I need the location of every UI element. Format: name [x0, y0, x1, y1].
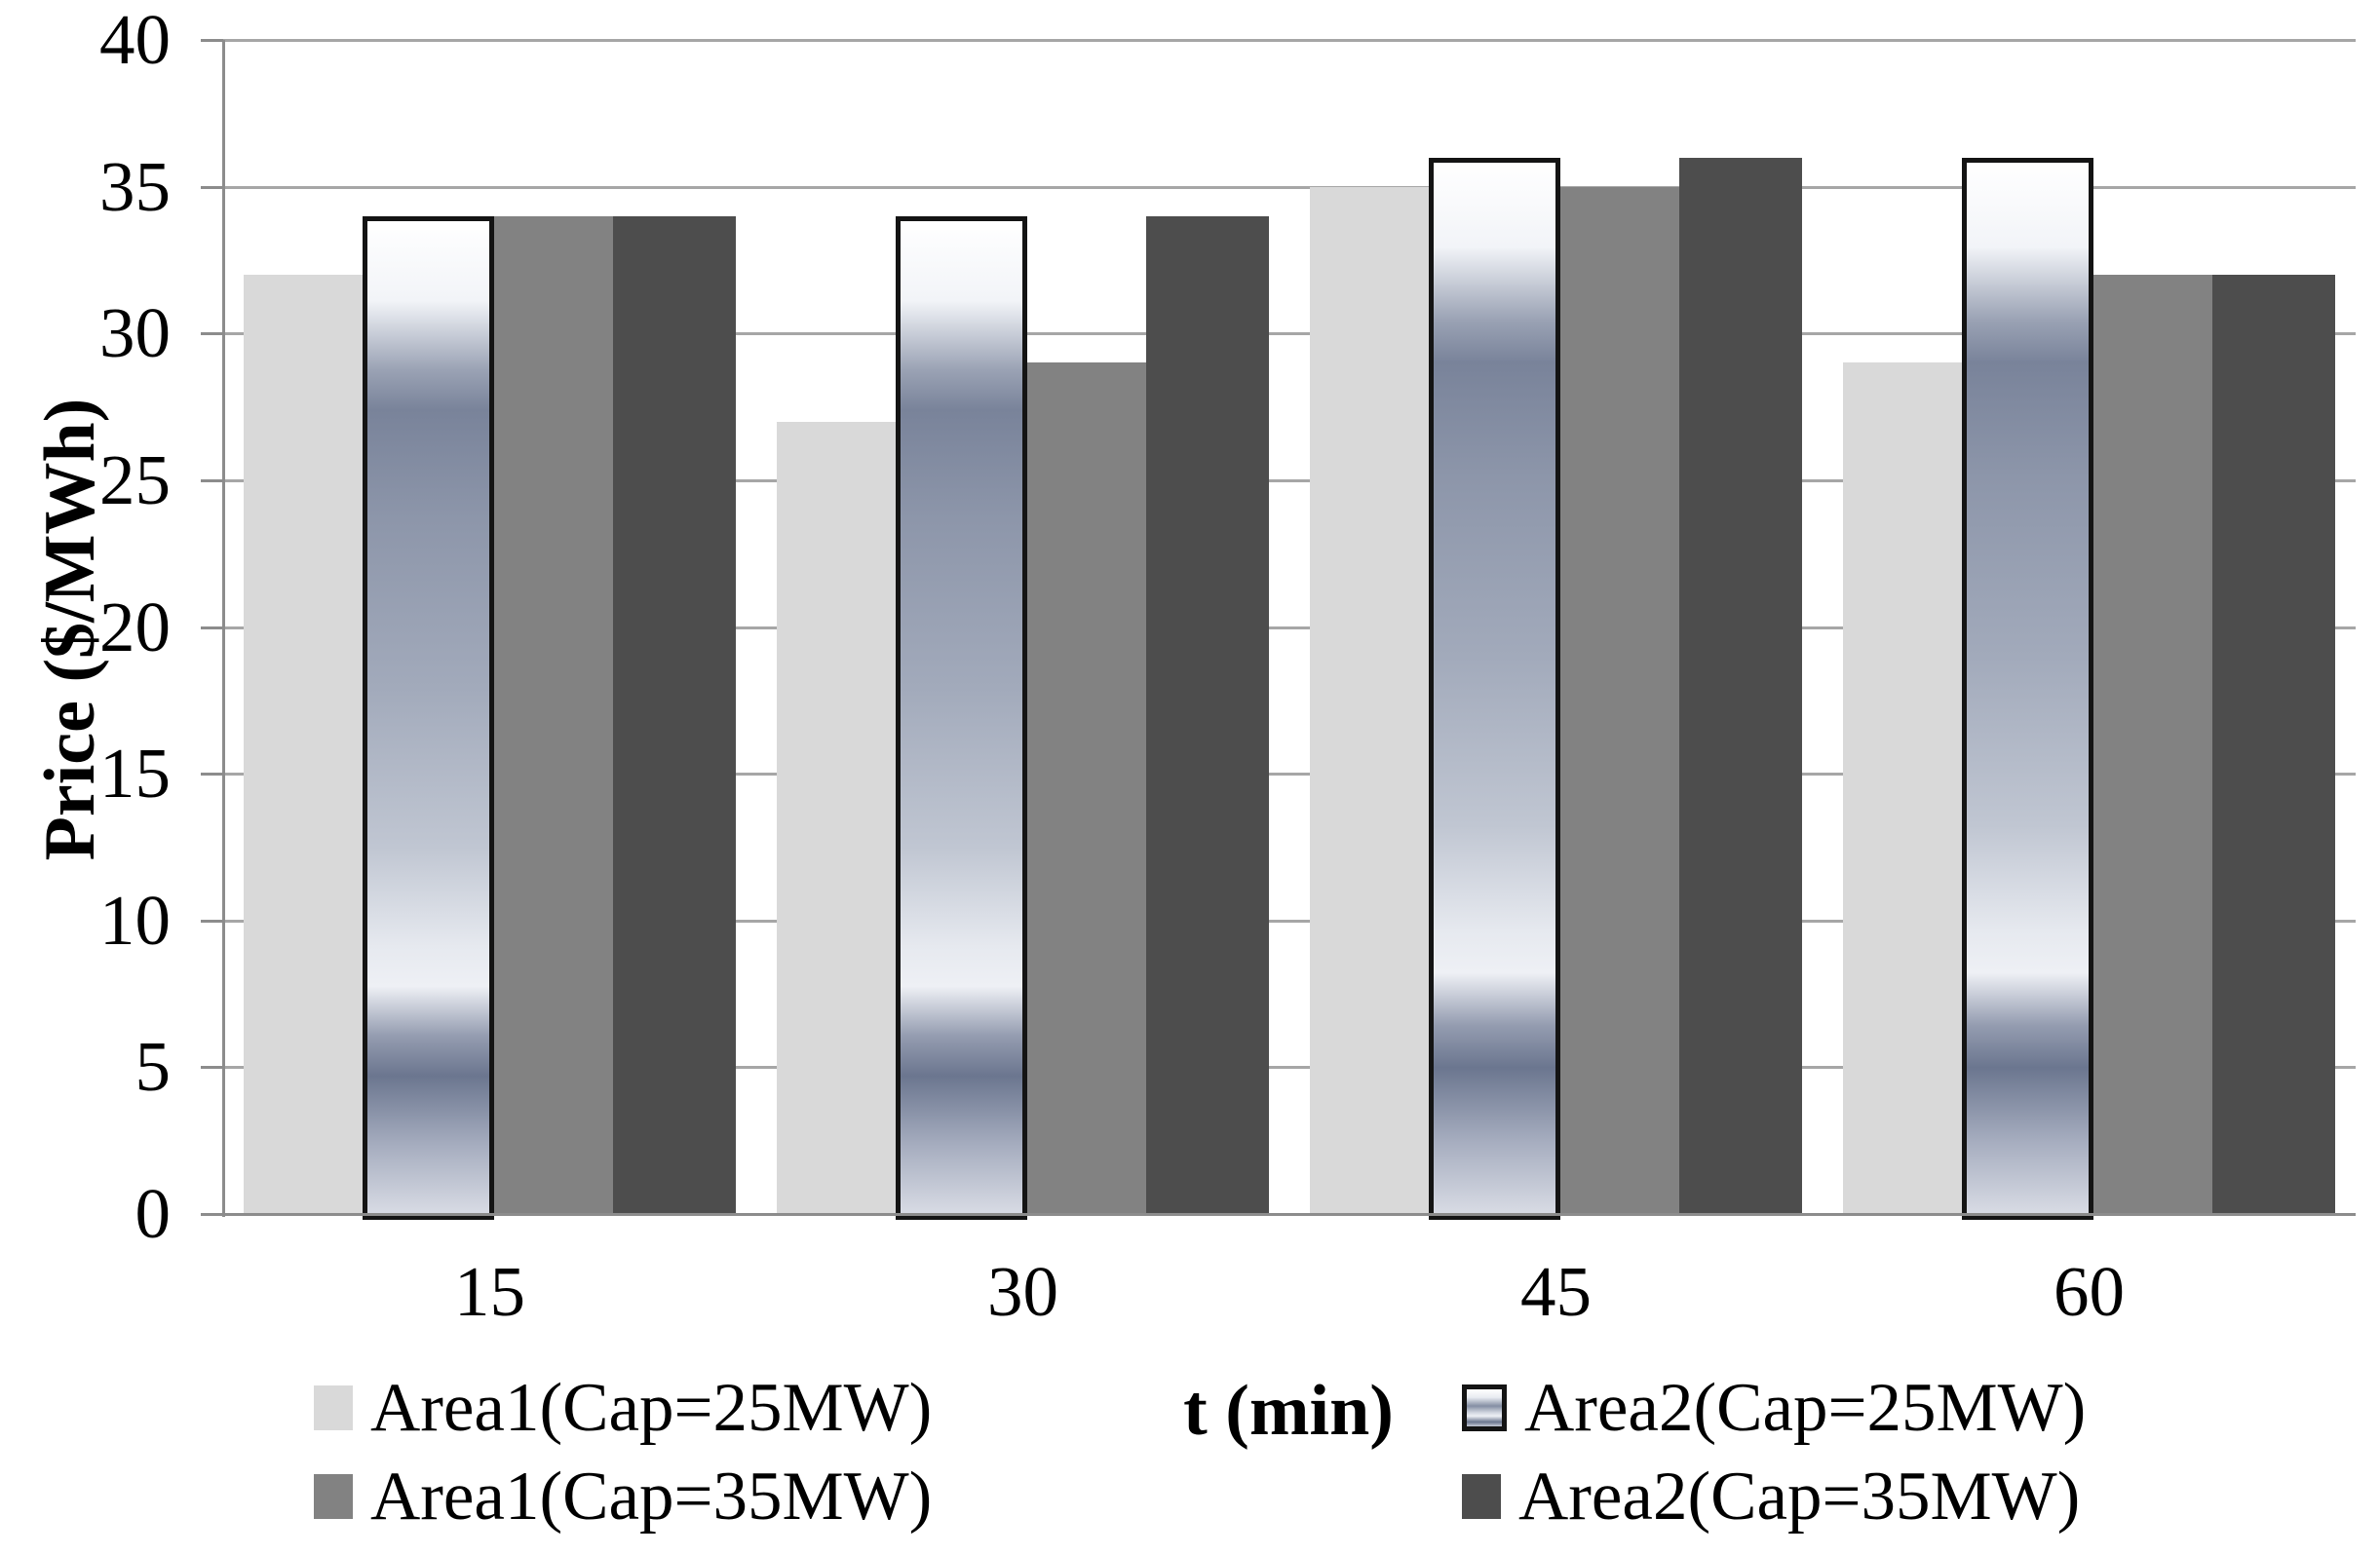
bar-area1-cap-25mw--t15	[244, 275, 367, 1214]
bar-area2-cap-35mw--t45	[1678, 157, 1802, 1214]
y-tick-mark-40	[201, 39, 223, 42]
gridline-y-5	[223, 1066, 2356, 1070]
legend-swatch-area1-cap35-icon	[314, 1474, 353, 1519]
legend-label-area1-cap25: Area1(Cap=25MW)	[370, 1370, 933, 1446]
bar-area2-cap-25mw--t60	[1962, 157, 2093, 1220]
bar-area2-cap-25mw--t30	[896, 215, 1027, 1220]
bar-area1-cap-25mw--t60	[1843, 362, 1967, 1214]
x-axis-title: t (min)	[1183, 1371, 1394, 1451]
gridline-y-35	[223, 185, 2356, 189]
bar-area1-cap-25mw--t45	[1310, 186, 1434, 1214]
legend-item-area1-cap25: Area1(Cap=25MW)	[314, 1367, 932, 1449]
bar-area1-cap-25mw--t30	[777, 421, 901, 1214]
legend-label-area2-cap25: Area2(Cap=25MW)	[1524, 1370, 2087, 1446]
y-tick-mark-5	[201, 1066, 223, 1070]
x-axis-line	[201, 1213, 2356, 1216]
bar-area2-cap-35mw--t15	[612, 215, 736, 1214]
gridline-y-30	[223, 332, 2356, 336]
y-tick-mark-10	[201, 919, 223, 923]
x-tick-label-45: 45	[1520, 1252, 1592, 1331]
bar-area1-cap-35mw--t45	[1555, 186, 1679, 1214]
y-tick-mark-15	[201, 773, 223, 777]
y-tick-mark-25	[201, 478, 223, 482]
legend-item-area2-cap25: Area2(Cap=25MW)	[1462, 1367, 2086, 1449]
bar-area2-cap-35mw--t60	[2211, 275, 2335, 1214]
legend-item-area1-cap35: Area1(Cap=35MW)	[314, 1456, 932, 1537]
y-tick-label-25: 25	[99, 439, 171, 519]
y-tick-mark-35	[201, 185, 223, 189]
bar-area2-cap-25mw--t45	[1429, 157, 1560, 1220]
legend-label-area1-cap35: Area1(Cap=35MW)	[370, 1459, 933, 1535]
legend-item-area2-cap35: Area2(Cap=35MW)	[1462, 1456, 2080, 1537]
gridline-y-25	[223, 478, 2356, 482]
bar-area1-cap-35mw--t15	[489, 215, 613, 1214]
bar-area2-cap-35mw--t30	[1145, 215, 1269, 1214]
y-tick-label-0: 0	[134, 1174, 172, 1253]
legend-swatch-area2-cap35-icon	[1462, 1474, 1501, 1519]
gridline-y-15	[223, 773, 2356, 777]
x-tick-label-30: 30	[987, 1252, 1058, 1331]
y-tick-label-5: 5	[134, 1027, 172, 1107]
bar-area2-cap-25mw--t15	[363, 215, 494, 1220]
x-tick-label-60: 60	[2054, 1252, 2125, 1331]
y-tick-mark-20	[201, 626, 223, 629]
gridline-y-20	[223, 626, 2356, 629]
legend-swatch-area1-cap25-icon	[314, 1385, 353, 1430]
bar-area1-cap-35mw--t30	[1022, 362, 1146, 1214]
y-tick-label-15: 15	[99, 734, 171, 814]
y-axis-line	[222, 40, 225, 1217]
bar-area1-cap-35mw--t60	[2089, 275, 2212, 1214]
gridline-y-10	[223, 919, 2356, 923]
legend-label-area2-cap35: Area2(Cap=35MW)	[1518, 1459, 2081, 1535]
y-tick-label-30: 30	[99, 293, 171, 373]
y-tick-label-20: 20	[99, 587, 171, 666]
gridline-y-40	[223, 39, 2356, 42]
y-tick-label-35: 35	[99, 146, 171, 226]
y-tick-mark-30	[201, 332, 223, 336]
y-tick-label-10: 10	[99, 880, 171, 960]
legend-swatch-area2-cap25-icon	[1462, 1384, 1507, 1431]
x-tick-label-15: 15	[454, 1252, 525, 1331]
y-tick-label-40: 40	[99, 0, 171, 79]
